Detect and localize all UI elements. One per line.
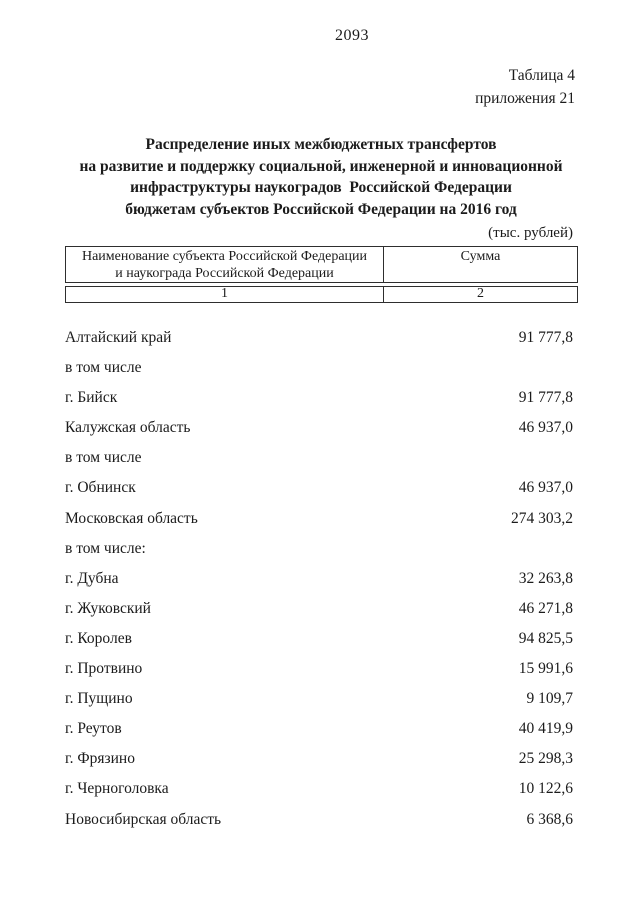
- row-name: г. Фрязино: [65, 750, 135, 768]
- column-number-1: 1: [66, 286, 384, 302]
- table-body: Алтайский край 91 777,8 в том числе г. Б…: [65, 323, 578, 835]
- header-cell-subject-name: Наименование субъекта Российской Федерац…: [66, 247, 384, 282]
- table-row: Московская область 274 303,2: [65, 504, 578, 534]
- header-cell-subject-name-line-1: Наименование субъекта Российской Федерац…: [81, 249, 368, 264]
- row-value: 9 109,7: [526, 690, 574, 708]
- table-row: г. Черноголовка 10 122,6: [65, 774, 578, 804]
- page-number: 2093: [335, 27, 369, 44]
- row-name: в том числе: [65, 359, 142, 377]
- table-row: г. Королев 94 825,5: [65, 624, 578, 654]
- row-value: 91 777,8: [518, 329, 573, 346]
- table-reference: Таблица 4 приложения 21: [475, 64, 575, 110]
- row-name: Алтайский край: [65, 329, 172, 346]
- table-row: г. Пущино 9 109,7: [65, 684, 578, 714]
- row-name: г. Обнинск: [65, 479, 136, 497]
- row-value: 10 122,6: [518, 780, 573, 798]
- row-name: г. Жуковский: [65, 599, 151, 617]
- header-cell-subject-name-line-2: и наукограда Российской Федерации: [115, 266, 334, 281]
- table-row: г. Реутов 40 419,9: [65, 714, 578, 744]
- column-number-2: 2: [477, 286, 484, 301]
- table-reference-line-1: Таблица 4: [508, 67, 575, 84]
- row-name: г. Королев: [65, 629, 132, 647]
- row-name: г. Бийск: [65, 389, 118, 407]
- table-row: г. Обнинск 46 937,0: [65, 473, 578, 503]
- row-name: Новосибирская область: [65, 810, 222, 828]
- table-row: г. Бийск 91 777,8: [65, 383, 578, 413]
- header-cell-sum: Сумма: [460, 249, 501, 264]
- row-name: в том числе: [65, 449, 142, 467]
- row-name: в том числе:: [65, 539, 146, 557]
- table-row: г. Дубна 32 263,8: [65, 564, 578, 594]
- row-name: г. Пущино: [65, 690, 133, 708]
- title-line-2: на развитие и поддержку социальной, инже…: [79, 157, 563, 175]
- row-value: 91 777,8: [518, 389, 573, 407]
- table-header-numbers-row: 1 2: [65, 286, 578, 303]
- table-row: Калужская область 46 937,0: [65, 413, 578, 443]
- row-value: 274 303,2: [511, 509, 573, 527]
- row-value: 46 937,0: [518, 479, 573, 497]
- table-row: в том числе: [65, 443, 578, 473]
- title-line-1: Распределение иных межбюджетных трансфер…: [145, 136, 497, 153]
- row-name: г. Дубна: [65, 569, 119, 587]
- row-value: 25 298,3: [518, 750, 573, 768]
- table-row: Алтайский край 91 777,8: [65, 323, 578, 353]
- table-row: в том числе:: [65, 534, 578, 564]
- row-value: 46 937,0: [518, 419, 573, 437]
- row-value: 15 991,6: [518, 660, 573, 678]
- row-value: 40 419,9: [518, 720, 573, 738]
- document-title: Распределение иных межбюджетных трансфер…: [64, 134, 578, 220]
- table-row: г. Жуковский 46 271,8: [65, 594, 578, 624]
- table-row: Новосибирская область 6 368,6: [65, 805, 578, 835]
- row-name: г. Реутов: [65, 720, 122, 738]
- table-row: г. Протвино 15 991,6: [65, 654, 578, 684]
- row-value: 94 825,5: [518, 629, 573, 647]
- row-value: 6 368,6: [526, 810, 574, 828]
- row-name: Калужская область: [65, 419, 191, 437]
- row-name: Московская область: [65, 509, 198, 527]
- table-header-titles-row: Наименование субъекта Российской Федерац…: [65, 246, 578, 283]
- table-row: г. Фрязино 25 298,3: [65, 744, 578, 774]
- row-name: г. Черноголовка: [65, 780, 169, 798]
- units-label: (тыс. рублей): [488, 225, 573, 241]
- row-value: 46 271,8: [518, 599, 573, 617]
- table-reference-line-2: приложения 21: [475, 90, 575, 107]
- row-value: 32 263,8: [518, 569, 573, 587]
- table-header: Наименование субъекта Российской Федерац…: [65, 246, 578, 303]
- table-row: в том числе: [65, 353, 578, 383]
- title-line-4: бюджетам субъектов Российской Федерации …: [125, 200, 517, 218]
- row-name: г. Протвино: [65, 660, 143, 678]
- title-line-3: инфраструктуры наукоградов Российской Фе…: [130, 179, 512, 196]
